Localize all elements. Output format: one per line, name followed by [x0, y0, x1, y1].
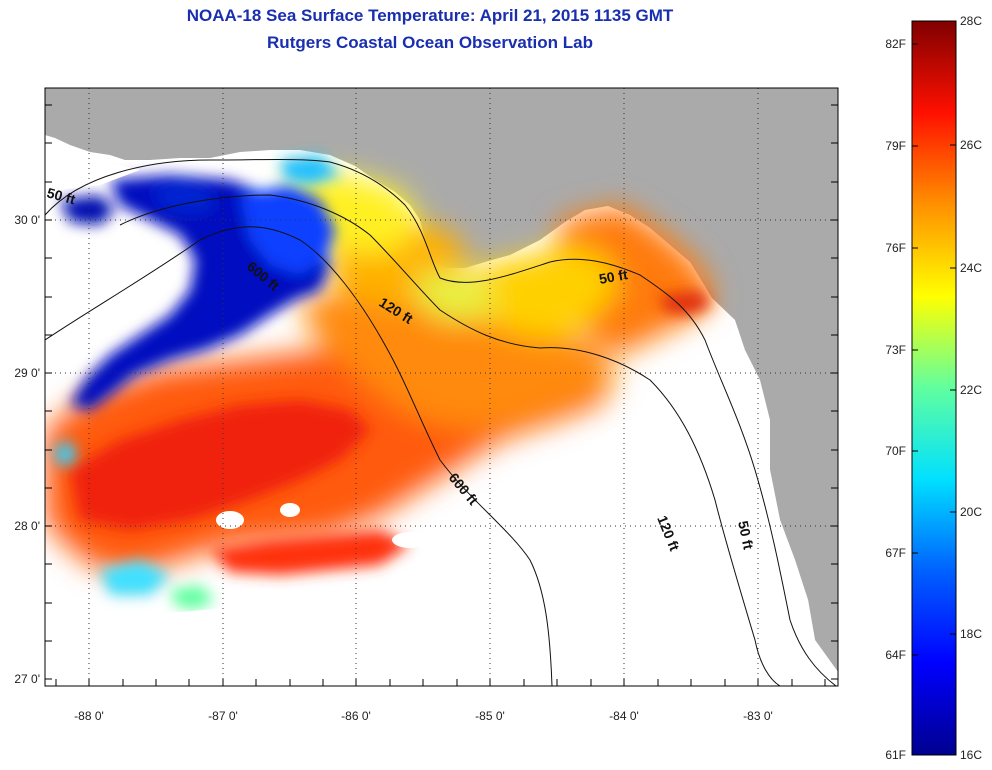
lon-tick-label: -86 0' [341, 709, 371, 723]
colorbar-celsius-label: 22C [960, 383, 982, 397]
colorbar-fahrenheit-label: 70F [885, 444, 906, 458]
lon-tick-label: -83 0' [743, 709, 773, 723]
colorbar-fahrenheit-label: 67F [885, 546, 906, 560]
contour-label: 50 ft [598, 266, 629, 287]
lon-tick-label: -87 0' [208, 709, 238, 723]
lat-tick-label: 30 0' [14, 213, 40, 227]
colorbar-fahrenheit-label: 73F [885, 343, 906, 357]
lat-tick-label: 27 0' [14, 672, 40, 686]
colorbar-celsius-label: 24C [960, 261, 982, 275]
contour-label: 50 ft [735, 519, 757, 551]
graticule [45, 88, 838, 686]
contour-label: 50 ft [45, 184, 77, 207]
lat-tick-label: 28 0' [14, 519, 40, 533]
colorbar-celsius-label: 18C [960, 627, 982, 641]
lat-tick-label: 29 0' [14, 366, 40, 380]
axis-ticks [45, 104, 838, 686]
colorbar-fahrenheit-label: 82F [885, 37, 906, 51]
colorbar-celsius-label: 26C [960, 138, 982, 152]
lon-tick-label: -84 0' [609, 709, 639, 723]
sst-data [45, 155, 715, 618]
colorbar-fahrenheit-label: 61F [885, 748, 906, 762]
colorbar: 28C 26C 24C 22C 20C 18C 16C 82F 79F 76F … [885, 14, 982, 762]
lon-tick-label: -88 0' [74, 709, 104, 723]
colorbar-fahrenheit-label: 79F [885, 139, 906, 153]
colorbar-fahrenheit-label: 76F [885, 241, 906, 255]
colorbar-celsius-label: 16C [960, 748, 982, 762]
colorbar-celsius-label: 20C [960, 505, 982, 519]
lon-tick-label: -85 0' [475, 709, 505, 723]
map-title: NOAA-18 Sea Surface Temperature: April 2… [186, 6, 674, 25]
map-subtitle: Rutgers Coastal Ocean Observation Lab [267, 33, 593, 52]
land-area [45, 88, 838, 672]
colorbar-fahrenheit-label: 64F [885, 648, 906, 662]
depth-contours [45, 159, 837, 686]
colorbar-celsius-label: 28C [960, 14, 982, 28]
